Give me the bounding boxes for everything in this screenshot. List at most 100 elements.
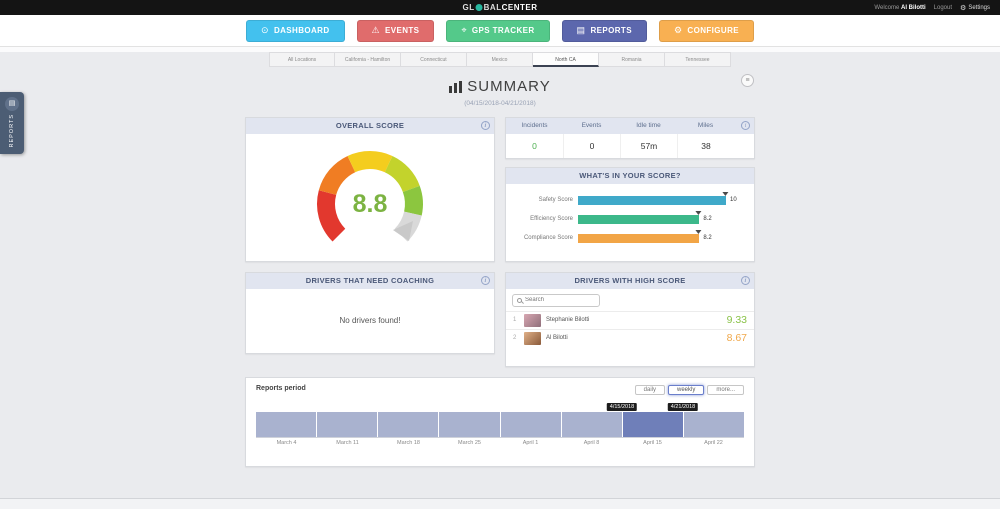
- content-area: All Locations California - Hamilton Conn…: [0, 47, 1000, 509]
- chart-icon: [449, 80, 463, 93]
- week-bar[interactable]: [439, 411, 500, 437]
- stat-value-idle-time: 57m: [620, 133, 677, 158]
- score-breakdown-header: WHAT'S IN YOUR SCORE?: [506, 167, 754, 184]
- tab-connecticut[interactable]: Connecticut: [401, 52, 467, 67]
- info-icon[interactable]: i: [741, 275, 750, 285]
- stat-value-miles: 38: [677, 133, 734, 158]
- footer-divider: [0, 498, 1000, 499]
- dashboard-icon: ⊙: [260, 25, 269, 35]
- tab-all-locations[interactable]: All Locations: [269, 52, 335, 67]
- nav-button-dashboard[interactable]: ⊙ DASHBOARD: [245, 19, 345, 42]
- overall-score-header: OVERALL SCORE i: [246, 117, 494, 134]
- reports-period-card: Reports period daily weekly more...: [245, 376, 755, 467]
- brand-logo[interactable]: GL BAL CENTER: [463, 3, 538, 12]
- period-weekly-button[interactable]: weekly: [667, 384, 705, 395]
- score-bar-compliance: Compliance Score 8.2: [516, 229, 744, 243]
- week-bar[interactable]: [622, 411, 683, 437]
- stat-value-events: 0: [563, 133, 620, 158]
- info-icon[interactable]: i: [481, 275, 490, 285]
- globe-icon: [475, 4, 483, 11]
- driver-avatar: [524, 313, 541, 327]
- score-breakdown-card: WHAT'S IN YOUR SCORE? Safety Score 10 Ef…: [505, 166, 755, 262]
- stat-value-incidents: 0: [532, 140, 537, 151]
- reports-flag-label: REPORTS: [9, 114, 15, 148]
- period-selector-chart[interactable]: 4/15/2018 4/21/2018: [256, 402, 744, 438]
- user-name: Al Bilotti: [901, 4, 926, 11]
- welcome-text: Welcome Al Bilotti: [874, 4, 926, 11]
- reports-side-flag[interactable]: ▤ REPORTS: [0, 92, 24, 154]
- stat-column-idle-time: Idle time: [636, 122, 661, 129]
- high-score-header: DRIVERS WITH HIGH SCORE i: [506, 272, 754, 289]
- compliance-bar: [578, 233, 700, 243]
- safety-bar: [578, 195, 726, 205]
- brand-part2: BAL: [483, 3, 502, 12]
- brand-part1: GL: [462, 3, 475, 12]
- stats-card: Incidents Events Idle time Miles i 0 0 5…: [505, 116, 755, 159]
- tab-romania[interactable]: Romania: [599, 52, 665, 67]
- reports-period-title: Reports period: [256, 384, 306, 392]
- high-score-card: DRIVERS WITH HIGH SCORE i 1 Stephanie Bi…: [505, 271, 755, 367]
- gear-icon: ⚙: [960, 4, 967, 12]
- bar-marker-icon: [695, 229, 702, 234]
- coaching-header: DRIVERS THAT NEED COACHING i: [246, 272, 494, 289]
- stats-header: Incidents Events Idle time Miles i: [506, 117, 754, 134]
- reports-icon: ▤: [576, 25, 586, 35]
- week-bar[interactable]: [500, 411, 561, 437]
- driver-avatar: [524, 331, 541, 345]
- search-icon: [517, 297, 522, 303]
- stat-column-incidents: Incidents: [521, 122, 548, 129]
- bar-marker-icon: [722, 191, 729, 196]
- driver-search-input[interactable]: [525, 297, 595, 303]
- driver-row[interactable]: 2 Al Bilotti 8.67: [506, 328, 754, 347]
- logout-link[interactable]: Logout: [933, 4, 953, 11]
- export-menu-button[interactable]: ≡: [741, 74, 754, 87]
- overall-score-value: 8.8: [353, 190, 388, 218]
- driver-search-box: [512, 293, 600, 307]
- driver-score: 9.33: [726, 314, 747, 326]
- gauge-needle: [393, 220, 413, 241]
- tab-tennessee[interactable]: Tennessee: [665, 52, 731, 67]
- timeline-axis: March 4 March 11 March 18 March 25 April…: [276, 439, 723, 446]
- nav-button-events[interactable]: ⚠ EVENTS: [356, 19, 435, 42]
- info-icon[interactable]: i: [481, 120, 490, 130]
- topbar: GL BAL CENTER Welcome Al Bilotti Logout ⚙ S…: [0, 0, 1000, 15]
- driver-score: 8.67: [726, 332, 747, 344]
- tab-north-ca[interactable]: North CA: [533, 52, 599, 67]
- driver-row[interactable]: 1 Stephanie Bilotti 9.33: [506, 310, 754, 329]
- date-range: (04/15/2018-04/21/2018): [464, 99, 536, 107]
- score-bar-efficiency: Efficiency Score 8.2: [516, 210, 744, 224]
- gps-icon: ⌖: [461, 25, 467, 35]
- coaching-empty-message: No drivers found!: [339, 316, 401, 325]
- tooltip-start: 4/15/2018: [606, 402, 638, 411]
- brand-part3: CENTER: [501, 3, 538, 12]
- score-gauge: 8.8: [317, 150, 423, 241]
- reports-flag-icon: ▤: [5, 97, 19, 111]
- info-icon[interactable]: i: [741, 120, 750, 130]
- coaching-card: DRIVERS THAT NEED COACHING i No drivers …: [245, 271, 495, 354]
- location-tabs: All Locations California - Hamilton Conn…: [0, 52, 1000, 67]
- period-more-button[interactable]: more...: [707, 384, 744, 395]
- bar-marker-icon: [695, 210, 702, 215]
- nav-button-gps-tracker[interactable]: ⌖ GPS TRACKER: [446, 19, 550, 42]
- period-daily-button[interactable]: daily: [634, 384, 665, 395]
- nav-button-configure[interactable]: ⚙ CONFIGURE: [658, 19, 755, 42]
- stat-column-miles: Miles: [697, 122, 714, 129]
- score-bar-safety: Safety Score 10: [516, 191, 744, 205]
- overall-score-card: OVERALL SCORE i 8.8: [245, 116, 495, 262]
- week-bar[interactable]: [683, 411, 744, 437]
- tab-mexico[interactable]: Mexico: [467, 52, 533, 67]
- week-bar[interactable]: [256, 411, 317, 437]
- efficiency-bar: [578, 214, 700, 224]
- tab-california-hamilton[interactable]: California - Hamilton: [335, 52, 401, 67]
- nav-button-reports[interactable]: ▤ REPORTS: [561, 19, 647, 42]
- main-nav: ⊙ DASHBOARD ⚠ EVENTS ⌖ GPS TRACKER ▤ REPORTS…: [0, 15, 1000, 47]
- week-bar[interactable]: [378, 411, 439, 437]
- configure-icon: ⚙: [673, 25, 683, 35]
- tooltip-end: 4/21/2018: [667, 402, 699, 411]
- week-bar[interactable]: [561, 411, 622, 437]
- page-title: SUMMARY: [449, 78, 550, 95]
- footer-strip: [0, 499, 1000, 509]
- week-bar[interactable]: [317, 411, 378, 437]
- warning-icon: ⚠: [371, 25, 381, 35]
- settings-button[interactable]: ⚙ Settings: [960, 4, 990, 12]
